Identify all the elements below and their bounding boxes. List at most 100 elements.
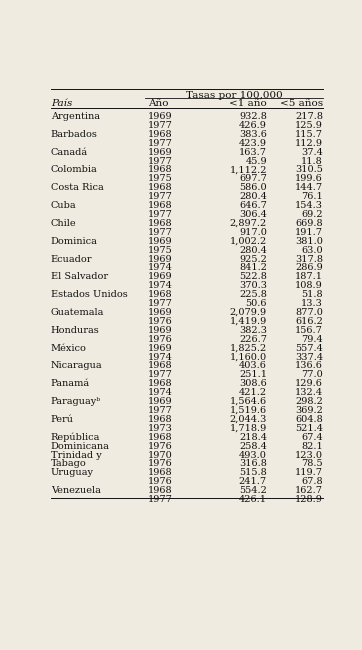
Text: 37.4: 37.4 [301,148,323,157]
Text: 2,079.9: 2,079.9 [230,308,267,317]
Text: 932.8: 932.8 [239,112,267,121]
Text: Cuba: Cuba [51,201,76,210]
Text: 144.7: 144.7 [295,183,323,192]
Text: 403.6: 403.6 [239,361,267,370]
Text: 1977: 1977 [148,406,173,415]
Text: 1970: 1970 [148,450,172,460]
Text: 156.7: 156.7 [295,326,323,335]
Text: 1,718.9: 1,718.9 [230,424,267,433]
Text: 1976: 1976 [148,477,172,486]
Text: Costa Rica: Costa Rica [51,183,104,192]
Text: Canadá: Canadá [51,148,88,157]
Text: 1969: 1969 [148,272,172,281]
Text: 1,112.2: 1,112.2 [230,166,267,174]
Text: <1 año: <1 año [229,99,267,108]
Text: 1969: 1969 [148,326,172,335]
Text: Nicaragua: Nicaragua [51,361,102,370]
Text: Año: Año [148,99,168,108]
Text: Venezuela: Venezuela [51,486,101,495]
Text: 316.8: 316.8 [239,460,267,469]
Text: 1968: 1968 [148,130,172,139]
Text: 1977: 1977 [148,227,173,237]
Text: 115.7: 115.7 [295,130,323,139]
Text: 841.2: 841.2 [239,263,267,272]
Text: República: República [51,433,100,442]
Text: 258.4: 258.4 [239,441,267,450]
Text: 82.1: 82.1 [301,441,323,450]
Text: 493.0: 493.0 [239,450,267,460]
Text: 369.2: 369.2 [295,406,323,415]
Text: 1977: 1977 [148,192,173,201]
Text: 1973: 1973 [148,424,173,433]
Text: 77.0: 77.0 [301,370,323,380]
Text: Guatemala: Guatemala [51,308,104,317]
Text: 67.4: 67.4 [301,433,323,442]
Text: 241.7: 241.7 [239,477,267,486]
Text: 1,160.0: 1,160.0 [230,352,267,361]
Text: 697.7: 697.7 [239,174,267,183]
Text: 426.9: 426.9 [239,121,267,130]
Text: Ecuador: Ecuador [51,255,92,263]
Text: 1976: 1976 [148,317,172,326]
Text: 1975: 1975 [148,174,172,183]
Text: 1,825.2: 1,825.2 [230,344,267,352]
Text: 1,564.6: 1,564.6 [230,397,267,406]
Text: Argentina: Argentina [51,112,100,121]
Text: 51.8: 51.8 [302,290,323,299]
Text: Honduras: Honduras [51,326,100,335]
Text: Paraguayᵇ: Paraguayᵇ [51,397,101,406]
Text: 1974: 1974 [148,263,173,272]
Text: 1977: 1977 [148,495,173,504]
Text: 199.6: 199.6 [295,174,323,183]
Text: 1968: 1968 [148,469,172,477]
Text: Estados Unidos: Estados Unidos [51,290,128,299]
Text: México: México [51,344,87,352]
Text: 136.6: 136.6 [295,361,323,370]
Text: 132.4: 132.4 [295,388,323,397]
Text: 125.9: 125.9 [295,121,323,130]
Text: Panamá: Panamá [51,379,90,388]
Text: 45.9: 45.9 [245,157,267,166]
Text: 123.0: 123.0 [295,450,323,460]
Text: 1976: 1976 [148,460,172,469]
Text: 2,897.2: 2,897.2 [230,219,267,228]
Text: 162.7: 162.7 [295,486,323,495]
Text: 251.1: 251.1 [239,370,267,380]
Text: 226.7: 226.7 [239,335,267,344]
Text: 1,519.6: 1,519.6 [230,406,267,415]
Text: 108.9: 108.9 [295,281,323,291]
Text: 604.8: 604.8 [295,415,323,424]
Text: 521.4: 521.4 [295,424,323,433]
Text: 298.2: 298.2 [295,397,323,406]
Text: 1968: 1968 [148,219,172,228]
Text: 515.8: 515.8 [239,469,267,477]
Text: Uruguay: Uruguay [51,469,94,477]
Text: 925.2: 925.2 [239,255,267,263]
Text: Barbados: Barbados [51,130,98,139]
Text: 557.4: 557.4 [295,344,323,352]
Text: 669.8: 669.8 [295,219,323,228]
Text: 187.1: 187.1 [295,272,323,281]
Text: 76.1: 76.1 [301,192,323,201]
Text: 522.8: 522.8 [239,272,267,281]
Text: 1969: 1969 [148,344,172,352]
Text: 421.2: 421.2 [239,388,267,397]
Text: Tasas por 100,000: Tasas por 100,000 [186,90,282,99]
Text: 423.9: 423.9 [239,138,267,148]
Text: 310.5: 310.5 [295,166,323,174]
Text: 154.3: 154.3 [295,201,323,210]
Text: 646.7: 646.7 [239,201,267,210]
Text: 2,044.3: 2,044.3 [230,415,267,424]
Text: 877.0: 877.0 [295,308,323,317]
Text: 308.6: 308.6 [239,379,267,388]
Text: 1,002.2: 1,002.2 [230,237,267,246]
Text: 1974: 1974 [148,281,173,291]
Text: 1968: 1968 [148,361,172,370]
Text: 79.4: 79.4 [301,335,323,344]
Text: 1974: 1974 [148,388,173,397]
Text: 69.2: 69.2 [302,210,323,219]
Text: 306.4: 306.4 [239,210,267,219]
Text: 917.0: 917.0 [239,227,267,237]
Text: 280.4: 280.4 [239,192,267,201]
Text: Dominicana: Dominicana [51,441,110,450]
